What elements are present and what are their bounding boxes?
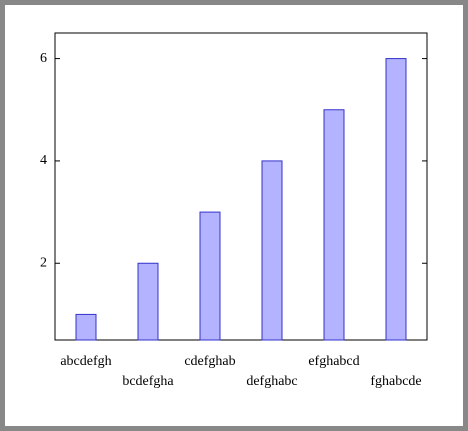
y-tick-label: 4 xyxy=(40,153,47,168)
y-tick-label: 2 xyxy=(40,255,47,270)
x-tick-label: abcdefgh xyxy=(60,354,111,369)
bar xyxy=(261,160,283,341)
x-tick-label: cdefghab xyxy=(184,354,235,369)
x-tick-label: efghabcd xyxy=(308,354,359,369)
bar xyxy=(75,313,97,341)
bar xyxy=(323,109,345,341)
bar xyxy=(385,58,407,341)
plot-area xyxy=(54,32,428,341)
bar xyxy=(199,211,221,341)
x-tick-label: fghabcde xyxy=(370,374,421,389)
x-tick-label: defghabc xyxy=(246,374,297,389)
bar xyxy=(137,262,159,341)
x-tick-label: bcdefgha xyxy=(122,374,174,389)
y-tick-label: 6 xyxy=(40,51,47,66)
